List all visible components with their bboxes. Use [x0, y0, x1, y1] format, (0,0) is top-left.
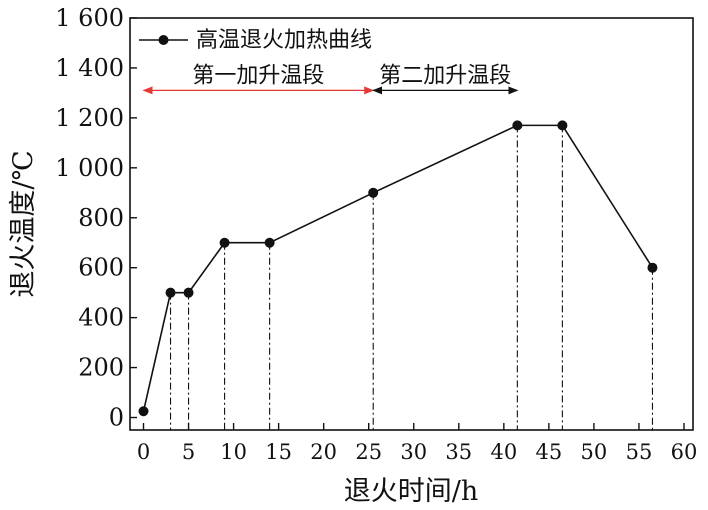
y-tick-label: 1 000 [55, 154, 124, 182]
x-tick-label: 55 [626, 440, 653, 464]
y-tick-label: 200 [78, 354, 124, 382]
x-tick-label: 30 [400, 440, 427, 464]
legend: 高温退火加热曲线 [139, 28, 372, 53]
y-tick-label: 1 400 [55, 54, 124, 82]
x-tick-label: 10 [220, 440, 247, 464]
x-tick-label: 60 [671, 440, 698, 464]
data-point [512, 120, 523, 131]
x-tick-label: 45 [536, 440, 563, 464]
segment-annotations: 第一加升温段 第二加升温段 [142, 63, 519, 95]
data-point [219, 237, 230, 248]
y-axis: 0 200 400 600 800 1 000 1 200 1 400 1 600 [55, 4, 137, 432]
x-tick-label: 35 [445, 440, 472, 464]
x-tick-label: 40 [490, 440, 517, 464]
data-series [138, 120, 658, 417]
annotation-label: 第一加升温段 [192, 63, 324, 88]
plot-frame [129, 17, 694, 431]
data-point [165, 287, 176, 298]
y-tick-label: 400 [78, 304, 124, 332]
data-point [557, 120, 568, 131]
x-tick-label: 50 [581, 440, 608, 464]
x-tick-label: 15 [265, 440, 292, 464]
x-axis-title: 退火时间/h [344, 476, 479, 507]
y-axis-title: 退火温度/℃ [8, 150, 39, 297]
legend-label: 高温退火加热曲线 [196, 28, 372, 53]
drop-lines [169, 125, 654, 430]
y-tick-label: 600 [78, 254, 124, 282]
y-tick-label: 1 200 [55, 104, 124, 132]
y-tick-label: 0 [109, 404, 124, 432]
y-tick-label: 800 [78, 204, 124, 232]
data-point [138, 406, 149, 417]
annotation-label: 第二加升温段 [379, 63, 511, 88]
data-point [264, 237, 275, 248]
x-tick-label: 20 [310, 440, 337, 464]
data-point [647, 262, 658, 273]
x-tick-label: 5 [182, 440, 195, 464]
legend-marker [158, 35, 169, 45]
x-tick-label: 0 [137, 440, 150, 464]
y-tick-label: 1 600 [55, 4, 124, 32]
data-point [183, 287, 194, 298]
x-axis: 0 5 10 15 20 25 30 35 40 45 50 55 60 [137, 423, 698, 464]
x-tick-label: 25 [355, 440, 382, 464]
data-point [368, 187, 379, 198]
series-line [142, 124, 654, 412]
